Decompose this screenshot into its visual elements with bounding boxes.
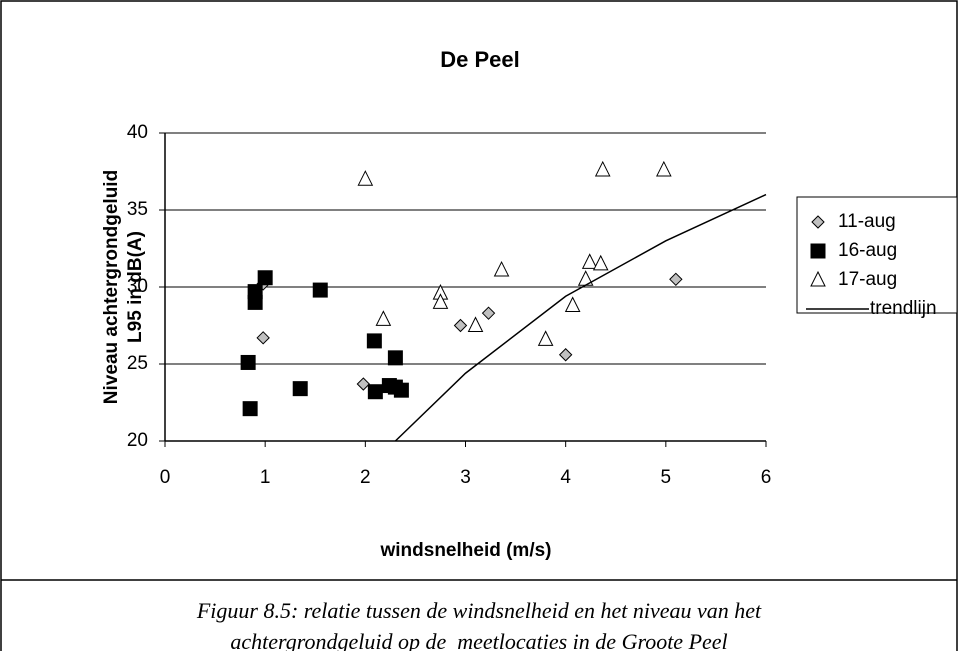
x-tick-label: 4 [560,467,571,488]
y-tick-label: 25 [127,353,148,374]
diamond-marker [481,306,496,320]
square-marker [367,384,383,400]
trend-line [394,193,767,442]
legend-label: trendlijn [870,298,937,319]
diamond-marker [356,377,371,391]
diamond-marker [453,318,468,333]
legend-marker [810,243,826,259]
y-tick-label: 30 [127,276,148,297]
legend-marker [810,270,826,287]
legend-label: 16-aug [838,240,897,261]
legend-label: 11-aug [838,211,896,232]
square-marker [247,294,263,310]
diamond-marker [256,331,270,345]
triangle-marker [564,296,581,312]
square-marker [292,381,308,397]
triangle-marker [537,330,554,346]
x-tick-label: 3 [460,467,471,488]
triangle-marker [581,253,598,269]
square-marker [387,350,403,366]
y-axis-label: L95 in dB(A) [125,231,146,343]
x-tick-label: 2 [360,467,371,488]
legend-marker [811,215,825,229]
triangle-marker [375,310,392,326]
triangle-marker [656,160,672,177]
square-marker [257,270,273,286]
x-tick-label: 6 [761,467,772,488]
y-tick-label: 40 [127,122,148,143]
legend-label: 17-aug [838,269,897,290]
triangle-marker [357,170,374,186]
square-marker [240,354,256,370]
triangle-marker [467,316,484,332]
square-marker [366,333,382,349]
caption: achtergrondgeluid op de meetlocaties in … [230,629,727,651]
x-tick-label: 0 [160,467,171,488]
triangle-marker [592,254,609,271]
triangle-marker [493,260,510,277]
y-axis-label: Niveau achtergrondgeluid [101,170,122,404]
x-axis-label: windsnelheid (m/s) [379,540,551,561]
caption: Figuur 8.5: relatie tussen de windsnelhe… [196,598,762,623]
x-tick-label: 1 [260,467,271,488]
y-tick-label: 35 [127,199,148,220]
triangle-marker [432,293,449,309]
x-tick-label: 5 [661,467,672,488]
y-tick-label: 20 [127,430,148,451]
square-marker [312,282,328,298]
diamond-marker [558,348,573,362]
triangle-marker [594,160,611,177]
chart-title: De Peel [440,47,520,72]
square-marker [242,401,258,417]
diamond-marker [669,272,683,287]
square-marker [393,382,409,398]
